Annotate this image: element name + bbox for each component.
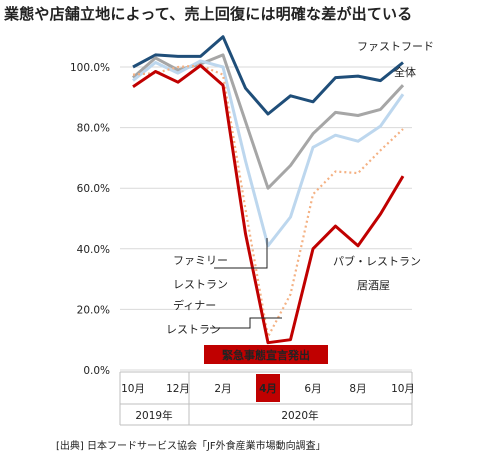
year-label: 2020年 xyxy=(281,409,318,422)
series-line xyxy=(132,35,404,116)
x-tick-label: 10月 xyxy=(121,383,145,395)
y-tick-label: 60.0% xyxy=(77,183,110,195)
series-line xyxy=(132,64,404,338)
legend-label-all: 全体 xyxy=(394,65,416,79)
y-tick-label: 100.0% xyxy=(70,62,110,74)
series-line xyxy=(132,59,405,248)
source-note: [出典] 日本フードサービス協会「JF外食産業市場動向調査」 xyxy=(56,441,326,452)
series-line xyxy=(132,64,405,345)
x-tick-label: 10月 xyxy=(391,383,415,395)
series-line xyxy=(132,53,405,190)
legend-label-family-2: レストラン xyxy=(173,278,228,291)
gridlines xyxy=(120,66,412,371)
year-label: 2019年 xyxy=(135,409,172,422)
x-axis: 10月 12月 2月 4月 6月 8月 10月 2019年 2020年 xyxy=(119,371,415,426)
legend-label-pub-1: パブ・レストラン xyxy=(333,254,421,268)
x-tick-label: 6月 xyxy=(304,383,321,395)
y-tick-label: 0.0% xyxy=(83,365,110,377)
y-tick-label: 80.0% xyxy=(77,123,110,135)
x-tick-label: 12月 xyxy=(166,383,190,395)
legend-label-dinner-2: レストラン xyxy=(166,323,221,336)
legend-label-pub-2: 居酒屋 xyxy=(357,279,390,292)
x-tick-label: 8月 xyxy=(349,383,366,395)
chart-title: 業態や店舗立地によって、売上回復には明確な差が出ている xyxy=(4,5,413,23)
legend-label-fastfood: ファストフード xyxy=(357,40,434,53)
leader-line-family xyxy=(214,238,268,269)
x-tick-label: 2月 xyxy=(214,383,231,395)
annotation-text: 緊急事態宣言発出 xyxy=(222,348,310,362)
x-tick-highlight xyxy=(256,374,280,402)
x-tick-label: 4月 xyxy=(259,383,277,395)
y-tick-label: 20.0% xyxy=(77,304,110,316)
annotation-box xyxy=(204,345,328,364)
series-lines xyxy=(132,35,405,345)
legend-label-dinner-1: ディナー xyxy=(173,298,216,312)
y-tick-label: 40.0% xyxy=(77,244,110,256)
leader-line-dinner xyxy=(210,317,282,329)
label-leader-lines xyxy=(210,238,282,329)
y-axis-ticks: 0.0% 20.0% 40.0% 60.0% 80.0% 100.0% xyxy=(70,62,110,377)
legend-label-family-1: ファミリー xyxy=(173,254,228,267)
